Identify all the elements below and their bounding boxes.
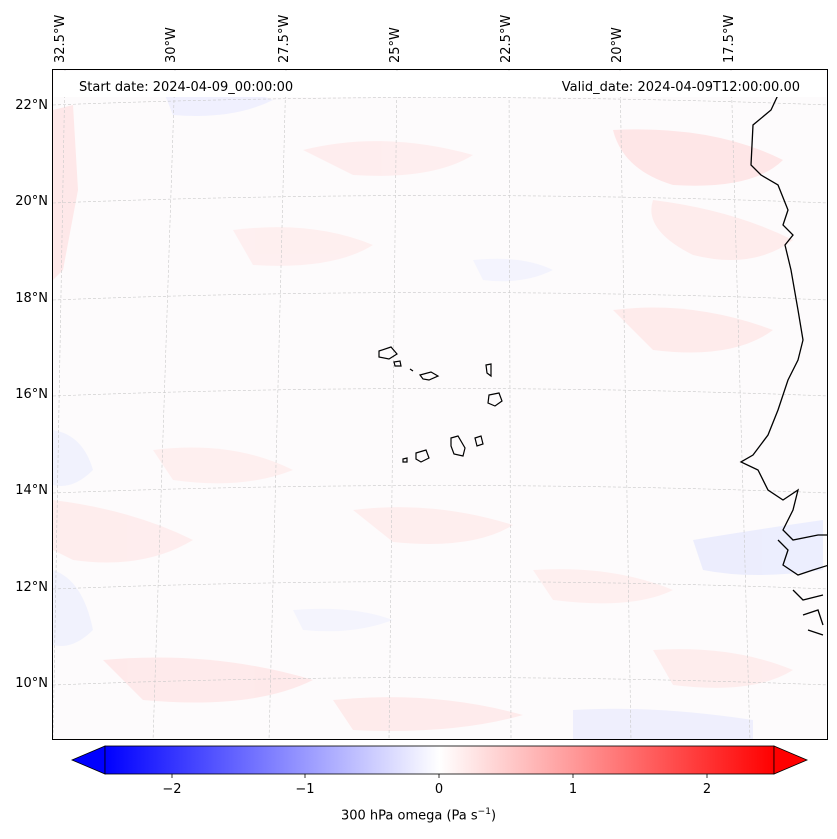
lon-label-25w: 25°W	[388, 27, 403, 63]
lon-label-30w: 30°W	[164, 27, 179, 63]
valid-date-label: Valid_date: 2024-04-09T12:00:00.00	[561, 80, 800, 95]
colorbar-title-end: )	[490, 808, 497, 824]
colorbar-extend-low	[70, 745, 106, 775]
lon-label-27-5w: 27.5°W	[277, 14, 292, 63]
lat-label-18n: 18°N	[15, 291, 48, 306]
colorbar-extend-high	[773, 745, 809, 775]
colorbar-tick-1: 1	[568, 782, 578, 797]
coastline-africa	[739, 94, 827, 636]
lat-label-10n: 10°N	[15, 676, 48, 691]
lon-label-22-5w: 22.5°W	[499, 14, 514, 63]
lon-label-32-5w: 32.5°W	[53, 14, 68, 63]
omega-field	[53, 70, 827, 739]
cape-verde-islands	[378, 346, 503, 463]
lat-label-14n: 14°N	[15, 483, 48, 498]
colorbar-title: 300 hPa omega (Pa s−1)	[0, 807, 837, 823]
colorbar-body	[104, 745, 775, 775]
colorbar-tick-2: 2	[702, 782, 712, 797]
lon-label-17-5w: 17.5°W	[722, 14, 737, 63]
lat-label-20n: 20°N	[15, 194, 48, 209]
lat-label-22n: 22°N	[15, 98, 48, 113]
colorbar-tick-0: 0	[434, 782, 444, 797]
colorbar-tick-neg2: −2	[162, 782, 182, 797]
lon-label-20w: 20°W	[610, 27, 625, 63]
colorbar-tick-neg1: −1	[295, 782, 315, 797]
colorbar-title-sup: −1	[477, 807, 491, 817]
colorbar-title-text: 300 hPa omega (Pa s	[340, 808, 478, 824]
lat-label-12n: 12°N	[15, 580, 48, 595]
colorbar	[70, 745, 809, 778]
start-date-label: Start date: 2024-04-09_00:00:00	[79, 80, 294, 95]
map-panel: Start date: 2024-04-09_00:00:00 Valid_da…	[52, 69, 828, 740]
info-strip: Start date: 2024-04-09_00:00:00 Valid_da…	[54, 71, 826, 97]
lat-label-16n: 16°N	[15, 387, 48, 402]
